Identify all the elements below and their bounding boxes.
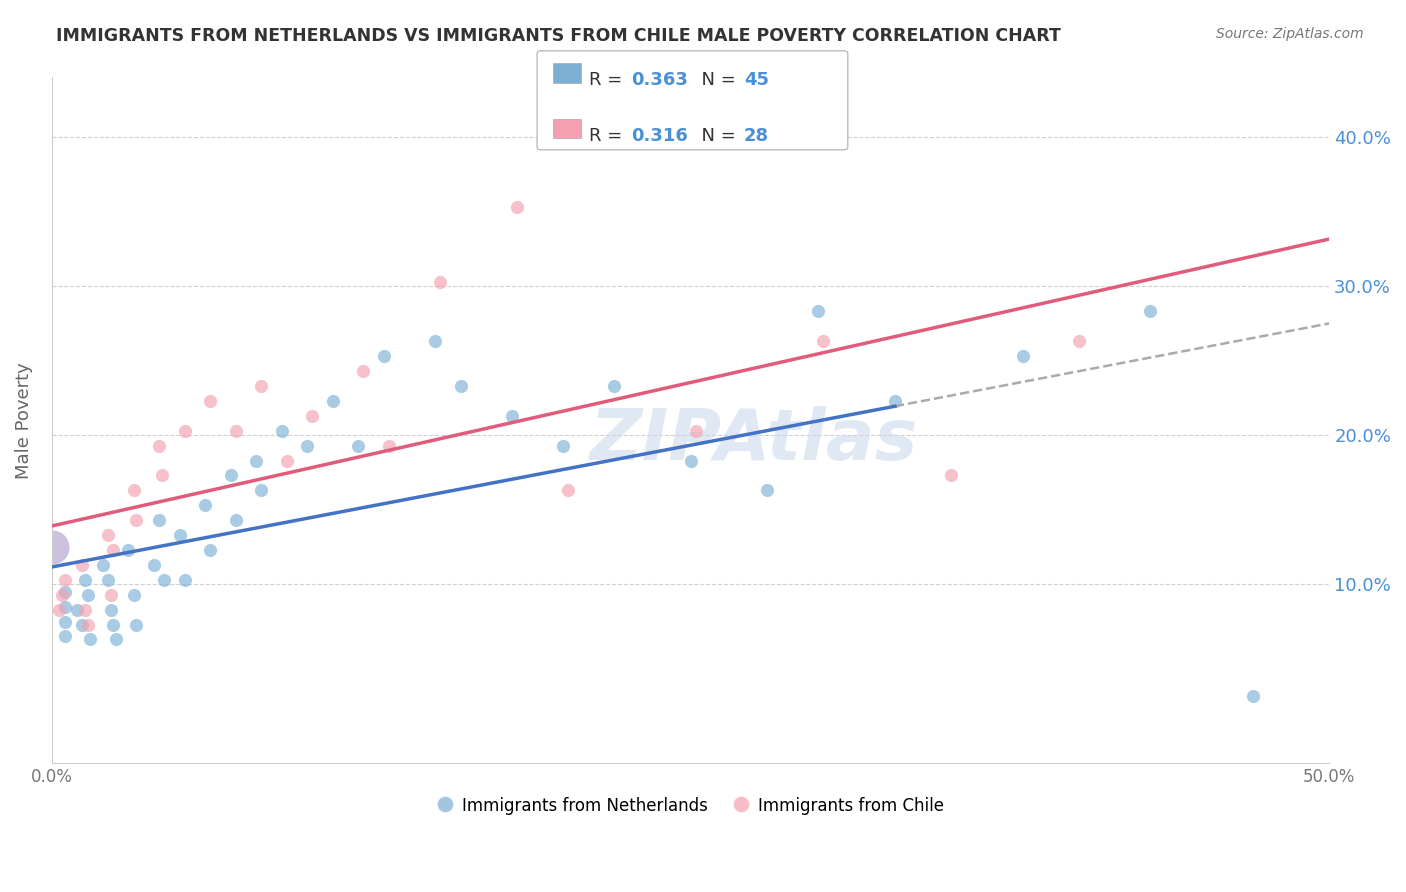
Point — [506, 200, 529, 214]
Point — [169, 528, 191, 542]
Point — [603, 379, 626, 393]
Point — [73, 573, 96, 587]
Point — [104, 632, 127, 647]
Point — [122, 588, 145, 602]
Point — [225, 513, 247, 527]
Point — [100, 602, 122, 616]
Point — [125, 617, 148, 632]
Point — [685, 424, 707, 438]
Point — [557, 483, 579, 498]
Point — [679, 453, 702, 467]
Point — [245, 453, 267, 467]
Point — [813, 334, 835, 349]
Point — [79, 632, 101, 647]
Point — [53, 584, 76, 599]
Point — [270, 424, 292, 438]
Point — [1139, 304, 1161, 318]
Point — [100, 588, 122, 602]
Text: 45: 45 — [744, 71, 769, 89]
Point — [347, 439, 370, 453]
Point — [150, 468, 173, 483]
Point — [101, 617, 124, 632]
Point — [51, 588, 73, 602]
Point — [450, 379, 472, 393]
Point — [373, 349, 395, 363]
Point — [148, 439, 170, 453]
Point — [91, 558, 114, 572]
Point — [1067, 334, 1090, 349]
Point — [48, 602, 70, 616]
Point — [939, 468, 962, 483]
Text: 0.363: 0.363 — [631, 71, 688, 89]
Text: 28: 28 — [744, 127, 769, 145]
Point — [219, 468, 242, 483]
Point — [53, 573, 76, 587]
Point — [501, 409, 523, 423]
Text: R =: R = — [589, 71, 628, 89]
Point — [97, 573, 120, 587]
Text: N =: N = — [690, 127, 742, 145]
Text: 0.316: 0.316 — [631, 127, 688, 145]
Point — [276, 453, 298, 467]
Point — [173, 573, 195, 587]
Point — [53, 615, 76, 629]
Point — [97, 528, 120, 542]
Point — [101, 543, 124, 558]
Point — [198, 393, 221, 408]
Point — [142, 558, 165, 572]
Point — [41, 540, 63, 554]
Point — [322, 393, 344, 408]
Point — [1011, 349, 1033, 363]
Point — [194, 498, 217, 512]
Point — [378, 439, 401, 453]
Y-axis label: Male Poverty: Male Poverty — [15, 362, 32, 479]
Point — [429, 275, 451, 289]
Point — [173, 424, 195, 438]
Point — [53, 599, 76, 614]
Text: IMMIGRANTS FROM NETHERLANDS VS IMMIGRANTS FROM CHILE MALE POVERTY CORRELATION CH: IMMIGRANTS FROM NETHERLANDS VS IMMIGRANT… — [56, 27, 1062, 45]
Point — [66, 602, 89, 616]
Point — [756, 483, 779, 498]
Point — [148, 513, 170, 527]
Point — [225, 424, 247, 438]
Text: ZIPAtlas: ZIPAtlas — [591, 407, 918, 475]
Point — [198, 543, 221, 558]
Point — [1241, 689, 1264, 703]
Point — [250, 379, 273, 393]
Point — [73, 602, 96, 616]
Point — [122, 483, 145, 498]
Point — [297, 439, 319, 453]
Point — [76, 588, 98, 602]
Point — [423, 334, 446, 349]
Point — [807, 304, 830, 318]
Legend: Immigrants from Netherlands, Immigrants from Chile: Immigrants from Netherlands, Immigrants … — [429, 789, 952, 823]
Text: R =: R = — [589, 127, 628, 145]
Point — [353, 364, 375, 378]
Point — [125, 513, 148, 527]
Point — [153, 573, 176, 587]
Point — [72, 617, 94, 632]
Point — [117, 543, 139, 558]
Point — [250, 483, 273, 498]
Point — [53, 629, 76, 643]
Point — [883, 393, 905, 408]
Text: Source: ZipAtlas.com: Source: ZipAtlas.com — [1216, 27, 1364, 41]
Point — [72, 558, 94, 572]
Text: N =: N = — [690, 71, 742, 89]
Point — [301, 409, 323, 423]
Point — [551, 439, 574, 453]
Point — [76, 617, 98, 632]
